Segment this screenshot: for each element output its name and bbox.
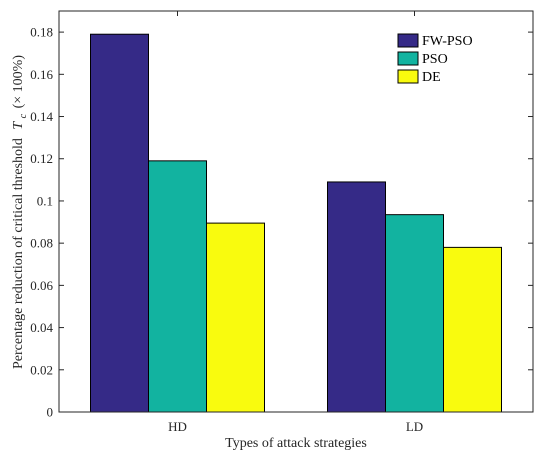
bar-pso-hd — [148, 160, 207, 413]
y-tick-label: 0.08 — [30, 236, 53, 251]
x-axis-ticks: HD LD — [168, 11, 423, 434]
y-tick-label: 0.02 — [30, 362, 53, 377]
x-axis-label: Types of attack strategies — [225, 436, 367, 451]
bar-fw-pso-hd — [90, 33, 149, 413]
y-tick-label: 0.1 — [37, 193, 53, 208]
y-axis-label-main: Percentage reduction of critical thresho… — [11, 138, 26, 369]
y-tick-label: 0.14 — [30, 109, 53, 124]
legend-swatch-de — [397, 69, 419, 84]
y-tick-label: 0.06 — [30, 278, 53, 293]
bar-de-ld — [443, 246, 502, 413]
y-tick-label: 0.18 — [30, 25, 53, 40]
y-axis-label-symbol: T — [11, 121, 26, 130]
y-axis-label-unit: (× 100%) — [11, 55, 26, 109]
legend-swatch-fw-pso — [397, 33, 419, 48]
bars — [90, 33, 502, 413]
y-axis-label: Percentage reduction of critical thresho… — [11, 55, 30, 369]
bar-pso-ld — [385, 214, 444, 413]
y-tick-label: 0.16 — [30, 67, 53, 82]
y-axis-ticks: 0 0.02 0.04 0.06 0.08 0.1 0.12 0.14 0.16 0.18 — [30, 25, 533, 420]
y-tick-label: 0.04 — [30, 320, 53, 335]
x-tick-label-ld: LD — [406, 419, 423, 434]
legend-label-de: DE — [422, 70, 441, 85]
legend-label-fw-pso: FW-PSO — [422, 34, 473, 49]
y-axis-label-subscript: c — [18, 113, 29, 118]
y-tick-label: 0.12 — [30, 151, 53, 166]
legend-label-pso: PSO — [422, 52, 448, 67]
legend-swatch-pso — [397, 51, 419, 66]
legend: FW-PSO PSO DE — [394, 30, 522, 86]
plot-frame — [58, 10, 534, 413]
x-tick-label-hd: HD — [168, 419, 187, 434]
y-tick-label: 0 — [47, 405, 54, 420]
bar-de-hd — [206, 222, 265, 413]
bar-fw-pso-ld — [327, 181, 386, 413]
